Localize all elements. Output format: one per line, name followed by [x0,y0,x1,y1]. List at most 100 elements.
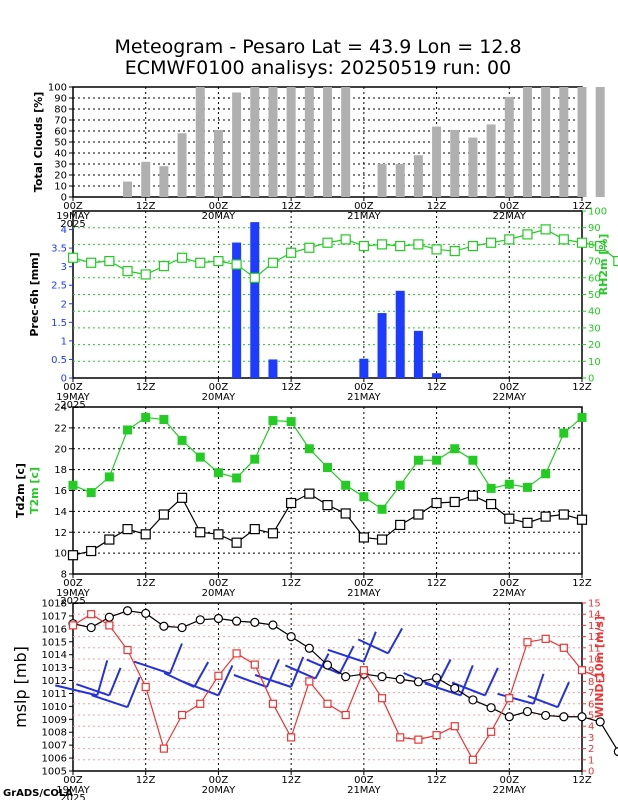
cloud-bar [413,155,423,197]
y-tick-label: 10 [54,182,67,193]
mslp-point [395,674,405,684]
date-label: 20MAY [202,392,236,403]
date-label: 22MAY [493,588,527,599]
y-tick-label: 1011 [42,689,67,700]
mslp-point [577,712,587,722]
wind-barb [424,682,462,697]
precip-bar [232,242,242,378]
td2m-point [249,524,260,535]
rh-point [576,237,588,248]
mslp-point [413,677,423,687]
wind-point [577,666,587,675]
rh-point [104,256,115,267]
rh-point [504,234,515,245]
wind-point [450,722,459,731]
time-tick-label: 00Z [354,382,374,393]
td2m-point [340,508,351,519]
y-tick-label: 1006 [42,754,67,765]
time-tick-label: 12Z [427,578,447,589]
rh-point [540,224,551,235]
cloud-bar [286,87,296,197]
t2m-point [377,504,387,514]
wind-point [87,610,96,619]
td2m-point [358,532,369,543]
wind-point [268,699,278,708]
y-tick-label: 2 [61,299,67,310]
date-label: 20MAY [202,785,236,796]
t2m-point [141,412,151,422]
time-tick-label: 12Z [281,775,301,786]
y-tick-label-right: 1 [588,755,594,766]
y-tick-label-right: 7 [588,688,594,699]
y-tick-label: 1018 [42,599,67,610]
t2m-point [159,415,169,425]
y-tick-label-right: 0 [588,374,594,385]
time-tick-label: 00Z [354,578,374,589]
wind-point [68,621,78,630]
y-tick-label: 0.5 [51,355,67,366]
wind-barb [182,680,219,697]
y-tick-label: 90 [54,94,67,105]
wind-barb [338,645,355,675]
y-tick-label: 30 [54,160,67,171]
y-tick-label: 1008 [42,728,67,739]
time-tick-label: 00Z [209,201,229,212]
time-tick-label: 00Z [499,578,519,589]
td2m-point [486,498,497,510]
rh-point [413,239,424,250]
rh-point [322,237,333,248]
y-tick-label: 0 [61,374,67,385]
cloud-bar [559,87,569,197]
t2m-point [68,480,78,490]
y-tick-label: 1.5 [51,318,67,329]
wind-point [250,660,259,669]
wind-barb [459,665,474,696]
year-label: 2025 [60,596,85,607]
td2m-point [504,513,515,524]
y-tick-label-right: 6 [588,699,594,710]
time-tick-label: 00Z [63,382,83,393]
rh-point [558,234,569,245]
t2m-point [104,472,114,482]
wind-point [323,699,332,708]
wind-point [414,735,423,744]
t2m-point [286,417,296,427]
y-tick-label: 0 [61,193,67,204]
time-tick-label: 12Z [136,201,156,212]
cloud-bar [377,164,387,197]
rh-point [395,240,406,252]
y-tick-label: 18 [54,465,67,476]
rh-point [286,247,297,258]
td2m-point [122,524,133,535]
y-tick-label: 1013 [42,663,67,674]
wind-barb [217,664,234,696]
cloud-bar [304,87,314,197]
rh-point [195,257,206,268]
date-label: 19MAY [56,588,90,599]
mslp-point [559,712,569,722]
date-label: 21MAY [347,392,381,403]
time-tick-label: 12Z [427,382,447,393]
wind-barb [76,683,110,697]
cloud-bar [250,87,260,197]
rh-point [595,240,606,252]
wind-barb [306,658,341,675]
rh-point [613,256,618,267]
date-label: 19MAY [56,785,90,796]
time-tick-label: 00Z [63,201,83,212]
title-line-2: ECMWF0100 analisys: 20250519 run: 00 [125,57,511,79]
precip-bar [250,222,260,378]
time-tick-label: 00Z [209,578,229,589]
cloud-bar [341,87,351,197]
y-tick-label-right: 50 [588,290,601,301]
y-tick-label-right: 10 [588,655,601,666]
cloud-bar [504,96,514,197]
y-tick-label: 40 [54,149,67,160]
time-tick-label: 12Z [281,578,301,589]
y-tick-label: 80 [54,105,67,116]
mslp-point [613,747,618,757]
mslp-point [104,612,114,622]
y-tick-label-right: 11 [588,643,601,654]
year-label: 2025 [60,793,85,800]
